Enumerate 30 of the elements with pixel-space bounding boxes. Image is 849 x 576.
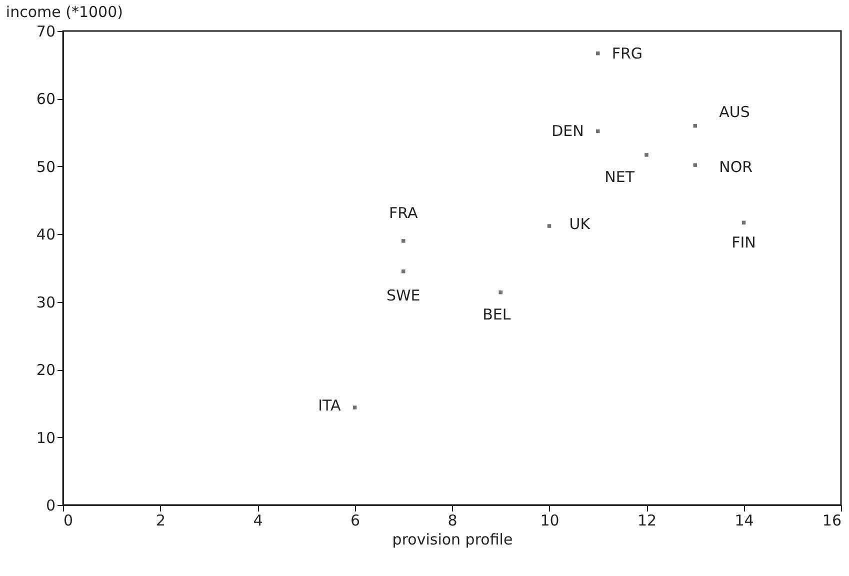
y-tick-label: 20 — [36, 361, 56, 380]
y-tick-label: 50 — [36, 158, 56, 176]
x-tick-label: 10 — [540, 512, 560, 530]
y-tick-label: 0 — [46, 496, 56, 514]
annotation: FIN — [732, 234, 756, 252]
annotation: AUS — [719, 102, 750, 121]
x-tick-label: 14 — [734, 512, 754, 530]
y-tick-label: 40 — [36, 226, 56, 244]
annotation: NET — [604, 168, 636, 186]
x-tick-label: 2 — [156, 512, 166, 530]
x-tick-label: 6 — [350, 512, 360, 530]
x-tick-label: 0 — [64, 512, 74, 530]
annotation: FRG — [612, 44, 643, 62]
x-tick-label: 12 — [637, 512, 657, 530]
annotation: ITA — [318, 396, 342, 414]
x-tick-label: 4 — [253, 512, 263, 530]
annotation: SWE — [386, 286, 420, 304]
y-tick-label: 10 — [36, 428, 56, 447]
x-axis-title: provision profile — [392, 530, 513, 548]
annotation: FRA — [389, 204, 418, 222]
annotation: NOR — [719, 158, 753, 176]
x-tick-label: 16 — [822, 512, 842, 530]
annotation: DEN — [552, 122, 584, 140]
y-axis-title: income (*1000) — [6, 3, 124, 21]
annotation: BEL — [482, 305, 512, 324]
x-tick-label: 8 — [448, 512, 458, 530]
y-tick-label: 60 — [36, 90, 56, 108]
y-tick-label: 70 — [36, 22, 56, 40]
y-tick-label: 30 — [36, 293, 56, 312]
annotation: UK — [569, 215, 592, 234]
